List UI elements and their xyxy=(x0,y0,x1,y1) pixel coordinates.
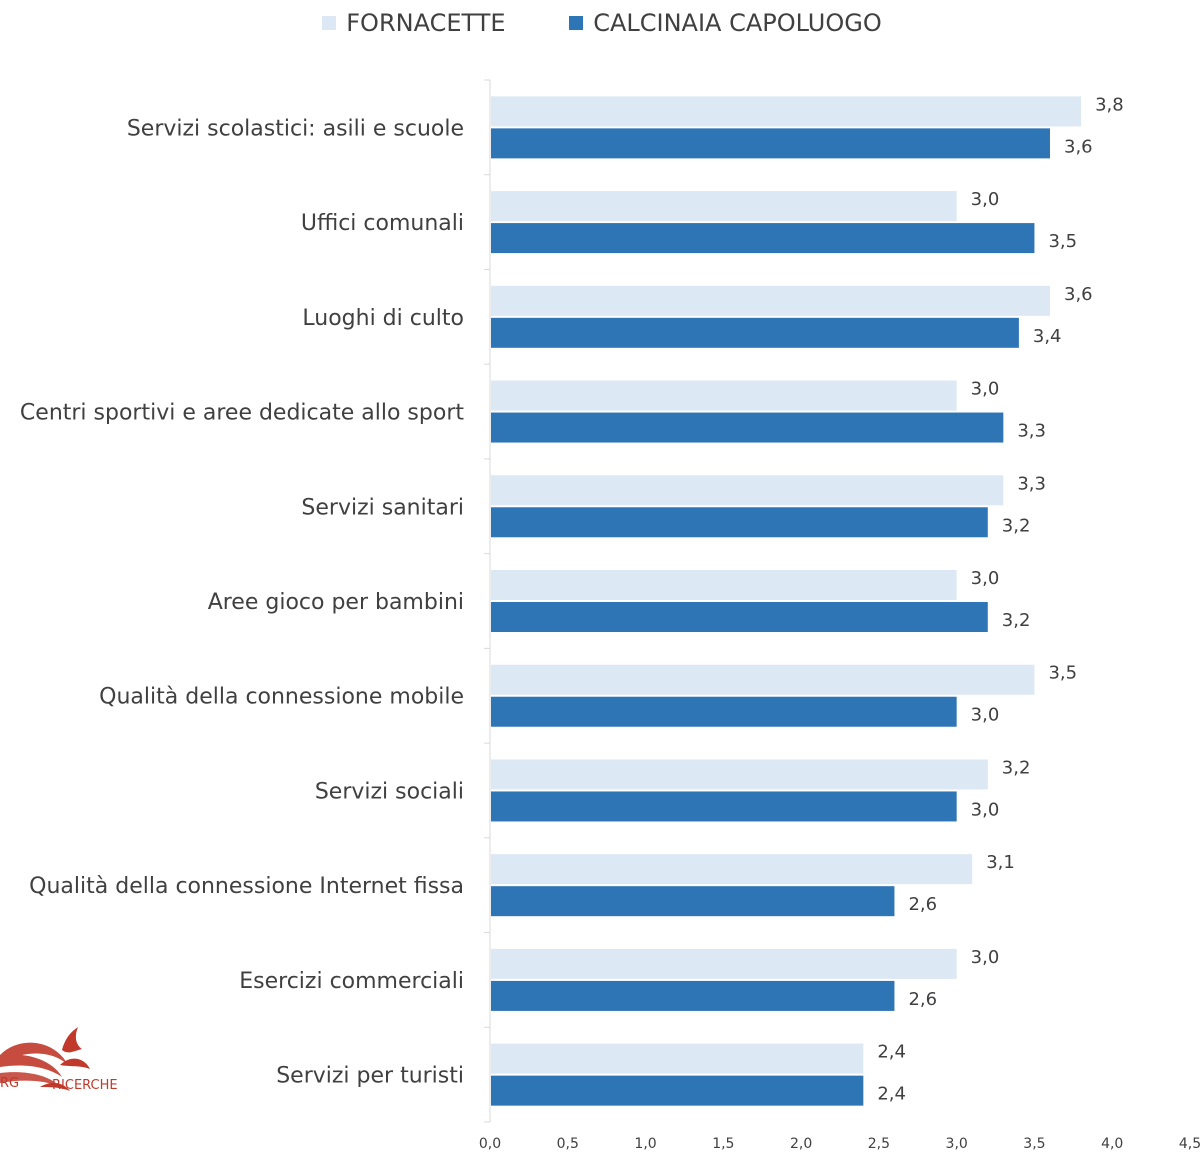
bar-fornacette xyxy=(491,948,957,979)
bar-calcinaia xyxy=(491,980,895,1011)
data-label: 3,8 xyxy=(1095,94,1124,115)
data-label: 3,2 xyxy=(1002,757,1031,778)
data-label: 3,2 xyxy=(1002,515,1031,536)
data-label: 2,6 xyxy=(908,989,937,1010)
data-label: 2,4 xyxy=(877,1084,906,1105)
bar-fornacette xyxy=(491,570,957,600)
category-label: Uffici comunali xyxy=(301,211,464,236)
data-label: 3,0 xyxy=(971,189,1000,210)
category-label: Luoghi di culto xyxy=(302,306,464,331)
category-label: Servizi sanitari xyxy=(301,495,464,520)
category-label: Esercizi commerciali xyxy=(239,969,464,994)
bar-fornacette xyxy=(491,96,1082,127)
category-label: Servizi scolastici: asili e scuole xyxy=(127,116,464,141)
legend-label-calcinaia: CALCINAIA CAPOLUOGO xyxy=(593,9,882,37)
bar-fornacette xyxy=(491,475,1004,506)
data-label: 3,3 xyxy=(1017,421,1046,442)
bar-calcinaia xyxy=(491,507,988,538)
bar-calcinaia xyxy=(491,317,1019,348)
x-tick-label: 3,0 xyxy=(946,1136,968,1152)
legend-swatch-fornacette xyxy=(322,16,337,30)
bar-calcinaia xyxy=(491,223,1035,254)
data-label: 2,6 xyxy=(908,894,937,915)
bar-calcinaia xyxy=(491,128,1050,159)
bar-fornacette xyxy=(491,1043,864,1074)
category-label: Centri sportivi e aree dedicate allo spo… xyxy=(20,401,464,426)
data-label: 3,0 xyxy=(971,799,1000,820)
bar-fornacette xyxy=(491,191,957,222)
bar-fornacette xyxy=(491,380,957,411)
logo-partial-text: RG xyxy=(0,1076,19,1091)
bar-calcinaia xyxy=(491,886,895,917)
x-tick-label: 0,5 xyxy=(557,1136,579,1152)
category-label: Servizi sociali xyxy=(315,779,464,804)
x-tick-label: 4,0 xyxy=(1101,1136,1123,1152)
data-label: 3,0 xyxy=(971,568,1000,589)
data-label: 3,0 xyxy=(971,705,1000,726)
data-label: 3,5 xyxy=(1048,231,1077,252)
x-tick-label: 2,0 xyxy=(790,1136,812,1152)
data-label: 3,3 xyxy=(1017,473,1046,494)
bar-calcinaia xyxy=(491,1075,864,1106)
bar-calcinaia xyxy=(491,412,1004,443)
data-label: 3,6 xyxy=(1064,136,1093,157)
category-label: Qualità della connessione Internet fissa xyxy=(29,874,464,899)
data-label: 3,2 xyxy=(1002,610,1031,631)
x-tick-label: 1,5 xyxy=(712,1136,734,1152)
bar-fornacette xyxy=(491,759,988,790)
data-label: 3,1 xyxy=(986,852,1015,873)
data-label: 3,6 xyxy=(1064,284,1093,305)
data-label: 3,5 xyxy=(1048,663,1077,684)
data-label: 3,0 xyxy=(971,947,1000,968)
bar-calcinaia xyxy=(491,602,988,632)
x-tick-label: 2,5 xyxy=(868,1136,890,1152)
legend-item-calcinaia: CALCINAIA CAPOLUOGO xyxy=(569,9,882,37)
bar-fornacette xyxy=(491,854,973,885)
logo-text: RICERCHE xyxy=(52,1078,118,1093)
x-tick-label: 1,0 xyxy=(634,1136,656,1152)
legend-swatch-calcinaia xyxy=(569,16,584,30)
bar-calcinaia xyxy=(491,791,957,822)
legend: FORNACETTE CALCINAIA CAPOLUOGO xyxy=(0,8,1204,37)
x-tick-label: 0,0 xyxy=(479,1136,501,1152)
legend-item-fornacette: FORNACETTE xyxy=(322,9,506,37)
x-tick-label: 3,5 xyxy=(1023,1136,1045,1152)
bar-calcinaia xyxy=(491,696,957,727)
x-tick-label: 4,5 xyxy=(1179,1136,1201,1152)
data-label: 3,0 xyxy=(971,379,1000,400)
category-label: Aree gioco per bambini xyxy=(208,590,464,615)
logo-icon: RG RICERCHE xyxy=(0,1027,118,1093)
category-label: Qualità della connessione mobile xyxy=(99,685,464,710)
bar-fornacette xyxy=(491,664,1035,695)
legend-label-fornacette: FORNACETTE xyxy=(346,9,506,37)
data-label: 2,4 xyxy=(877,1042,906,1063)
category-label: Servizi per turisti xyxy=(276,1064,464,1089)
data-label: 3,4 xyxy=(1033,326,1062,347)
bar-fornacette xyxy=(491,285,1050,316)
